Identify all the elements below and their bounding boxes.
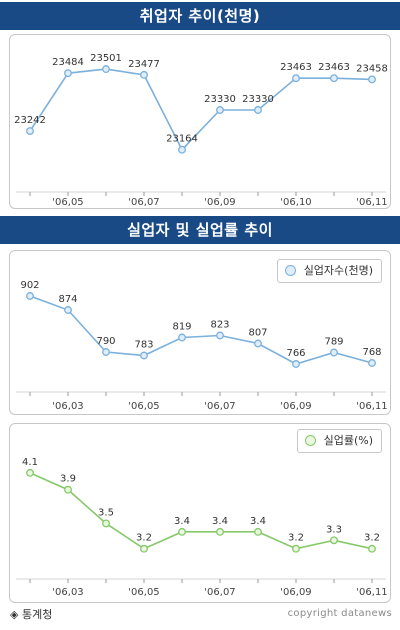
x-tick-label: '06,11 [356,197,387,208]
x-tick-label: '06,07 [204,587,235,598]
data-label: 3.4 [212,516,228,527]
x-tick-label: '06,09 [204,197,235,208]
data-point [330,348,338,357]
data-label: 3.5 [98,507,114,518]
x-tick-label: '06,07 [128,197,159,208]
series-line [29,68,373,152]
data-point [102,348,110,356]
data-label: 23458 [356,63,388,74]
data-point [64,306,72,314]
data-label: 3.9 [60,474,76,485]
data-label: 3.2 [364,533,380,544]
x-tick-label: '06,03 [52,587,83,598]
data-point [26,127,34,135]
copyright-credit: copyright datanews [287,608,392,619]
employed-chart-panel: '06,05 '06,07 '06,09 '06,10 '06,11 23242 23484… [9,34,391,209]
data-label: 23463 [280,62,312,73]
legend-marker-green-icon [304,435,316,446]
data-label: 3.4 [174,516,190,527]
data-label: 783 [134,340,153,351]
data-point [178,145,186,154]
data-point [330,74,338,83]
data-label: 23501 [90,53,122,64]
data-point [254,106,262,114]
data-point [102,519,110,528]
data-label: 23330 [242,94,274,105]
data-point [216,106,224,114]
employed-line-chart: '06,05 '06,07 '06,09 '06,10 '06,11 23242 23484… [14,53,388,208]
legend-label-unemployment-rate: 실업률(%) [323,434,373,447]
data-point [254,339,262,348]
unemployment-rate-line-chart: '06,03 '06,05 '06,07 '06,09 '06,11 4.1 3.9 3.5 3… [16,457,388,598]
legend-marker-blue-icon [284,265,296,276]
x-tick-label: '06,09 [280,401,311,412]
data-point [292,544,300,553]
data-point [368,544,376,553]
data-point [26,292,34,300]
x-tick-label: '06,09 [280,587,311,598]
data-point [140,70,148,79]
data-label: 819 [172,322,191,333]
series-line [29,295,373,365]
data-point [140,544,148,553]
data-label: 23463 [318,62,350,73]
data-label: 23477 [128,59,160,70]
data-label: 768 [362,347,381,358]
data-point [64,485,72,494]
data-label: 766 [286,348,305,359]
data-label: 3.4 [250,516,266,527]
data-point [254,527,262,536]
data-source: ◈ 통계청 [10,608,53,621]
data-point [292,74,300,83]
x-tick-label: '06,07 [204,401,235,412]
x-tick-label: '06,05 [128,587,159,598]
unemployed-count-legend: 실업자수(천명) [276,259,382,283]
data-label: 3.2 [136,533,152,544]
data-label: 790 [96,336,115,347]
x-tick-label: '06,11 [356,587,387,598]
legend-label-unemployed-count: 실업자수(천명) [303,264,373,277]
employed-section-title: 취업자 추이(천명) [0,2,400,30]
data-point [26,468,34,477]
data-point [64,69,72,78]
x-tick-label: '06,05 [128,401,159,412]
data-label: 23242 [14,115,46,126]
data-label: 23164 [166,134,198,145]
data-label: 3.3 [326,524,342,535]
data-label: 3.2 [288,533,304,544]
data-label: 23330 [204,94,236,105]
data-point [292,360,300,368]
unemployment-rate-legend: 실업률(%) [296,429,382,453]
data-label: 807 [248,328,267,339]
data-label: 4.1 [22,457,38,468]
unemployed-count-line-chart: '06,03 '06,05 '06,07 '06,09 '06,11 902 874 790 7… [16,280,388,412]
unemployed-count-chart-panel: '06,03 '06,05 '06,07 '06,09 '06,11 902 874 790 7… [9,250,391,415]
data-point [102,65,110,74]
data-point [216,331,224,340]
data-point [368,359,376,367]
data-point [216,527,224,536]
x-tick-label: '06,05 [52,197,83,208]
x-tick-label: '06,10 [280,197,311,208]
data-label: 789 [324,337,343,348]
data-point [178,527,186,536]
unemployment-rate-chart-panel: '06,03 '06,05 '06,07 '06,09 '06,11 4.1 3.9 3.5 3… [9,423,391,603]
x-tick-label: '06,11 [356,401,387,412]
data-point [330,536,338,545]
data-point [178,333,186,342]
unemployed-section-title: 실업자 및 실업률 추이 [0,216,400,244]
data-point [140,351,148,360]
x-tick-label: '06,03 [52,401,83,412]
data-label: 23484 [52,57,84,68]
series-line [29,472,373,550]
data-label: 874 [58,294,77,305]
data-point [368,75,376,84]
data-label: 902 [20,280,39,291]
data-label: 823 [210,320,229,331]
